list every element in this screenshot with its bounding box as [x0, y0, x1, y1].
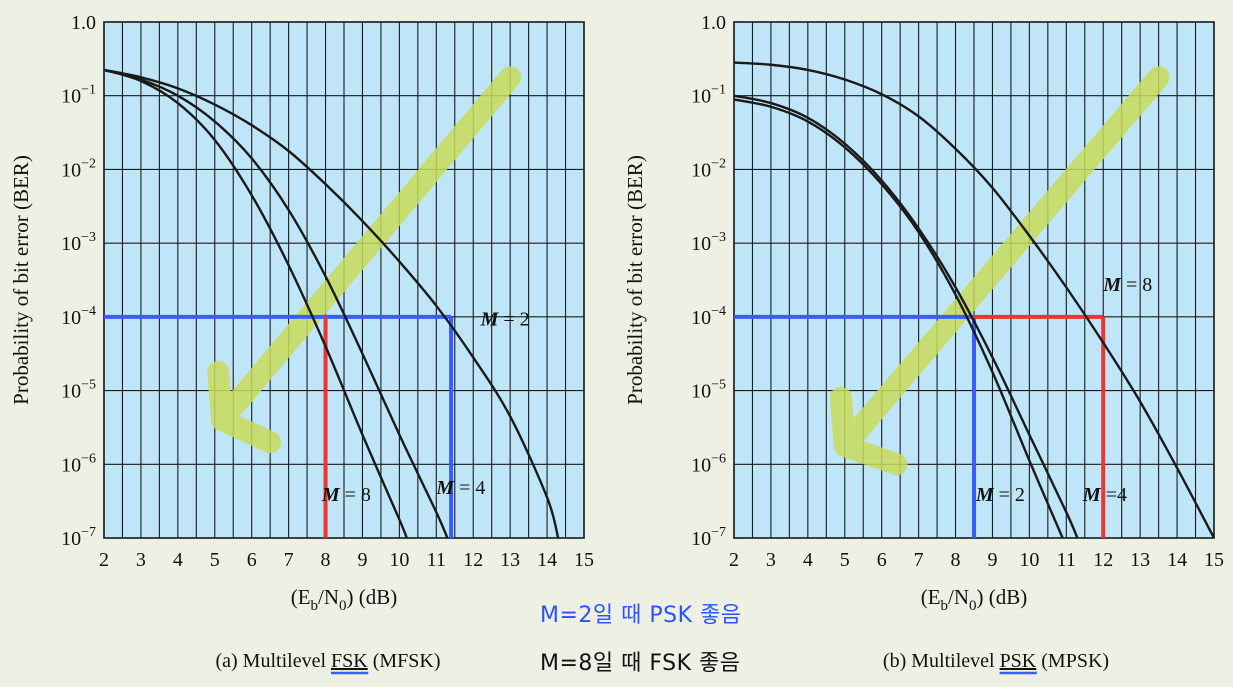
- plot-frame: [103, 21, 585, 539]
- x-tick-label: 2: [99, 549, 109, 571]
- x-tick-label: 12: [1093, 549, 1113, 571]
- y-axis-label: Probability of bit error (BER): [623, 155, 647, 405]
- ber-curve-m4: [733, 94, 1079, 539]
- y-tick-label: 10−1: [61, 83, 96, 108]
- x-tick-label: 8: [321, 549, 331, 571]
- y-tick-label: 10−7: [691, 525, 726, 550]
- psk-note: M=2일 때 PSK 좋음: [540, 603, 742, 628]
- x-tick-label: 7: [914, 549, 924, 571]
- x-tick-label: 10: [1019, 549, 1039, 571]
- y-tick-label: 10−1: [691, 83, 726, 108]
- chart-title: (b) Multilevel PSK (MPSK): [883, 650, 1109, 672]
- ber-curve-m8: [103, 68, 408, 539]
- x-tick-label: 7: [284, 549, 294, 571]
- highlight-arrow: [207, 66, 522, 454]
- x-tick-label: 3: [766, 549, 776, 571]
- x-tick-label: 4: [803, 549, 813, 571]
- curve-label: M = 8: [321, 484, 371, 506]
- x-tick-label: 15: [1204, 549, 1224, 571]
- curve-label: M = 2: [975, 484, 1025, 506]
- x-tick-label: 9: [987, 549, 997, 571]
- x-tick-label: 11: [1057, 549, 1076, 571]
- y-tick-label: 10−6: [61, 451, 96, 476]
- y-tick-label: 10−3: [691, 230, 726, 255]
- x-tick-label: 13: [500, 549, 520, 571]
- x-tick-label: 9: [357, 549, 367, 571]
- fsk-note: M=8일 때 FSK 좋음: [540, 651, 741, 676]
- x-tick-label: 6: [247, 549, 257, 571]
- ber-curve-m4: [103, 68, 449, 539]
- x-tick-label: 5: [210, 549, 220, 571]
- curve-label: M = 8: [1102, 274, 1152, 296]
- x-axis-label: (Eb/N0) (dB): [291, 585, 398, 614]
- x-tick-label: 2: [729, 549, 739, 571]
- y-tick-label: 1.0: [71, 12, 96, 34]
- x-tick-label: 10: [389, 549, 409, 571]
- y-tick-label: 10−3: [61, 230, 96, 255]
- y-tick-label: 10−2: [691, 156, 726, 181]
- y-tick-label: 10−4: [691, 304, 726, 329]
- chart-mfsk: M = 2 M = 4 M = 8 2 3 4 5 6 7 8 9 10 11 12 13 14 15 1.0 10…: [9, 12, 594, 675]
- chart-mpsk: M = 8 M = 2 M =4 2 3 4 5 6 7 8 9 10 11 12 13 14 15 1.0 10−…: [623, 12, 1224, 675]
- y-tick-label: 10−5: [61, 378, 96, 403]
- y-tick-label: 10−2: [61, 156, 96, 181]
- ber-curve-m2: [103, 68, 560, 539]
- y-tick-label: 10−4: [61, 304, 96, 329]
- y-axis-label: Probability of bit error (BER): [9, 155, 33, 405]
- x-tick-label: 6: [877, 549, 887, 571]
- y-tick-label: 10−7: [61, 525, 96, 550]
- y-tick-label: 10−6: [691, 451, 726, 476]
- x-tick-label: 4: [173, 549, 183, 571]
- ber-curve-m2: [733, 98, 1064, 539]
- curve-label: M = 4: [435, 477, 485, 499]
- x-tick-label: 11: [427, 549, 446, 571]
- chart-title: (a) Multilevel FSK (MFSK): [215, 650, 440, 672]
- curve-label: M = 2: [480, 309, 530, 331]
- ber-curve-m8: [733, 61, 1216, 539]
- y-tick-label: 10−5: [691, 378, 726, 403]
- x-tick-label: 14: [1167, 549, 1187, 571]
- x-tick-label: 15: [574, 549, 594, 571]
- highlight-arrow: [829, 66, 1170, 476]
- x-axis-label: (Eb/N0) (dB): [921, 585, 1028, 614]
- x-tick-label: 12: [463, 549, 483, 571]
- curve-label: M =4: [1082, 484, 1127, 506]
- x-tick-label: 13: [1130, 549, 1150, 571]
- x-tick-label: 14: [537, 549, 557, 571]
- x-tick-label: 8: [951, 549, 961, 571]
- y-tick-label: 1.0: [701, 12, 726, 34]
- x-tick-label: 3: [136, 549, 146, 571]
- x-tick-label: 5: [840, 549, 850, 571]
